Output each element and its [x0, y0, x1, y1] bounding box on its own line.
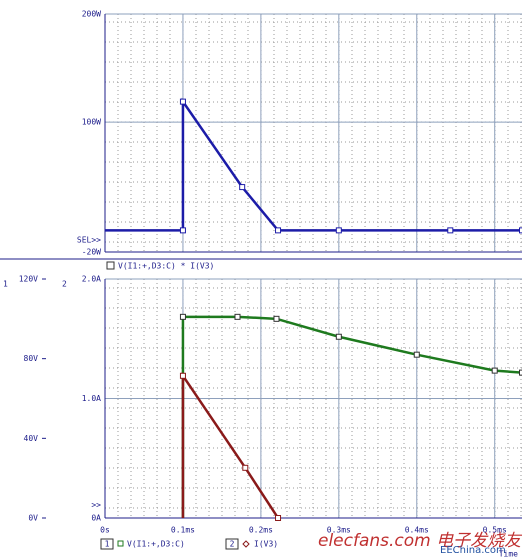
legend-box [100, 538, 114, 550]
y2-tick-label: 0A [91, 514, 101, 523]
y-tick-label: -20W [82, 248, 101, 257]
x-tick-label: 0s [100, 526, 110, 535]
marker [179, 372, 186, 379]
marker [447, 227, 454, 234]
legend-label: V(I1:+,D3:C) * I(V3) [118, 262, 214, 271]
y-tick-label: 100W [82, 118, 101, 127]
marker [335, 227, 342, 234]
marker [519, 369, 522, 376]
marker [491, 367, 498, 374]
marker [179, 227, 186, 234]
annotation: SEL>> [77, 236, 101, 245]
marker [242, 464, 249, 471]
x-tick-label: 0.4ms [405, 526, 429, 535]
marker [234, 313, 241, 320]
series-line [181, 315, 522, 518]
series-line [105, 97, 522, 232]
legend-label: I(V3) [254, 540, 278, 549]
x-tick-label: 0.5ms [483, 526, 507, 535]
marker [413, 351, 420, 358]
marker [239, 184, 246, 191]
watermark: elecfans.com 电子发烧友 [318, 531, 522, 551]
legend-marker [117, 540, 124, 547]
marker [179, 313, 186, 320]
marker [275, 227, 282, 234]
legend-box [225, 538, 239, 550]
legend-axis: 1 [105, 540, 110, 549]
x-axis-label: Time [499, 550, 518, 559]
marker [275, 515, 282, 521]
y-tick-label: 80V [24, 354, 39, 363]
series-line [181, 371, 280, 519]
marker [519, 227, 522, 234]
y-tick-label: 200W [82, 10, 101, 19]
y2-tick-label: 2.0A [82, 275, 101, 284]
y-tick-label: 120V [19, 275, 38, 284]
legend-marker [242, 540, 250, 548]
legend-label: V(I1:+,D3:C) [127, 540, 185, 549]
axis-label: 2 [62, 280, 67, 289]
y-tick-label: 0V [28, 514, 38, 523]
marker [273, 315, 280, 322]
axis-label: 1 [3, 280, 8, 289]
x-tick-label: 0.1ms [171, 526, 195, 535]
marker [335, 333, 342, 340]
watermark: EEChina.com [440, 545, 506, 556]
legend-axis: 2 [230, 540, 235, 549]
annotation: >> [91, 501, 101, 510]
x-tick-label: 0.3ms [327, 526, 351, 535]
x-tick-label: 0.2ms [249, 526, 273, 535]
marker [179, 98, 186, 105]
y2-tick-label: 1.0A [82, 394, 101, 403]
y-tick-label: 40V [24, 434, 39, 443]
legend-box [106, 261, 115, 270]
